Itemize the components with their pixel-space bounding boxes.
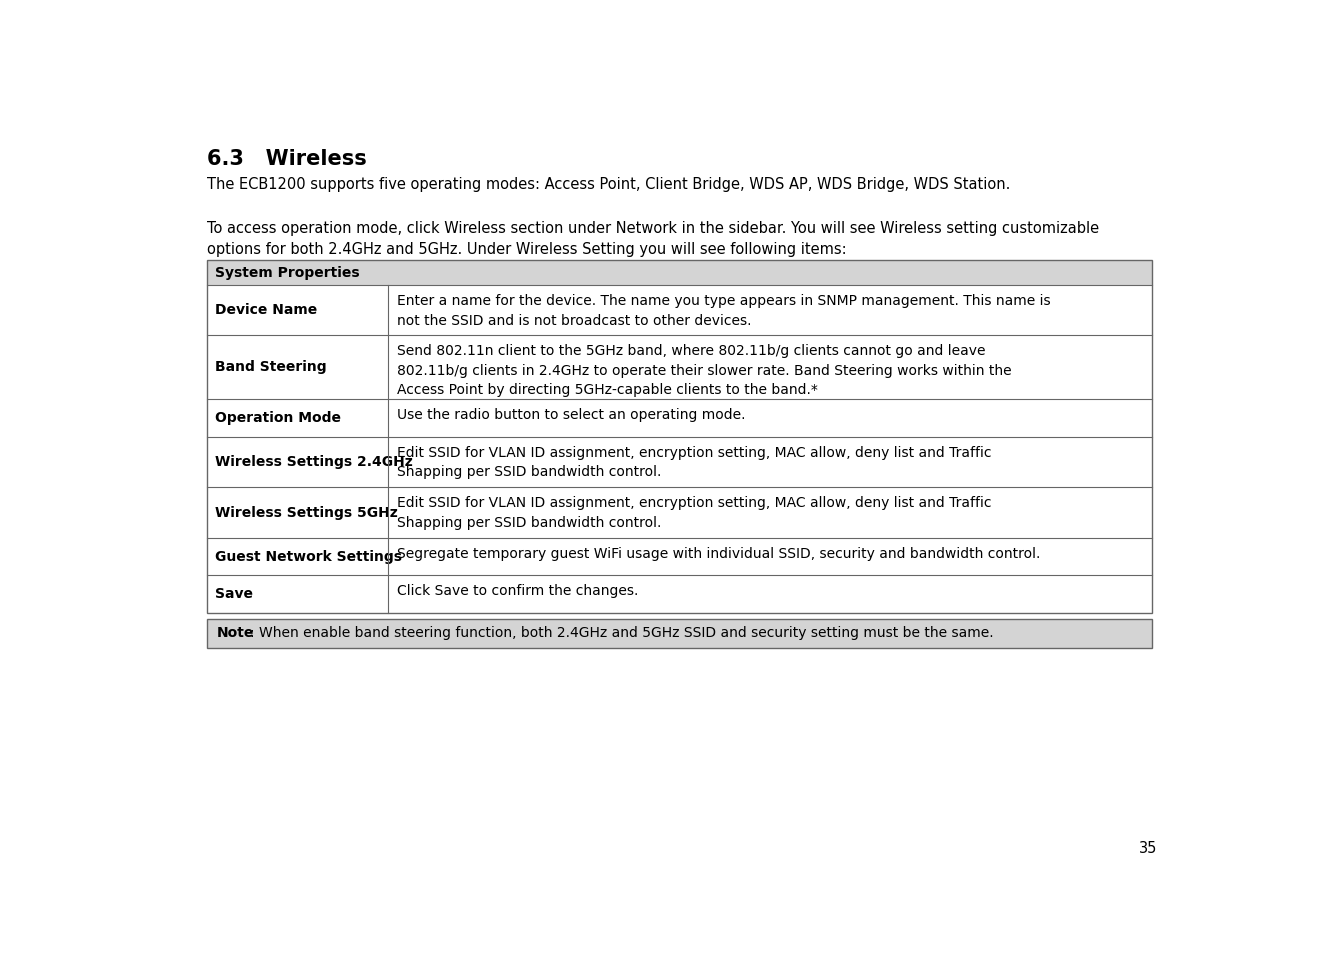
Text: 6.3   Wireless: 6.3 Wireless — [207, 149, 366, 169]
Text: Device Name: Device Name — [215, 303, 317, 318]
Bar — [207, 619, 1152, 648]
Text: options for both 2.4GHz and 5GHz. Under Wireless Setting you will see following : options for both 2.4GHz and 5GHz. Under … — [207, 242, 846, 257]
Text: Edit SSID for VLAN ID assignment, encryption setting, MAC allow, deny list and T: Edit SSID for VLAN ID assignment, encryp… — [396, 496, 991, 530]
Text: Edit SSID for VLAN ID assignment, encryption setting, MAC allow, deny list and T: Edit SSID for VLAN ID assignment, encryp… — [396, 446, 991, 480]
Text: Use the radio button to select an operating mode.: Use the radio button to select an operat… — [396, 408, 745, 422]
Text: Click Save to confirm the changes.: Click Save to confirm the changes. — [396, 584, 638, 598]
Text: Wireless Settings 2.4GHz: Wireless Settings 2.4GHz — [215, 455, 412, 469]
Bar — [207, 260, 1152, 285]
Text: Guest Network Settings: Guest Network Settings — [215, 550, 402, 564]
Text: Send 802.11n client to the 5GHz band, where 802.11b/g clients cannot go and leav: Send 802.11n client to the 5GHz band, wh… — [396, 345, 1012, 398]
Text: Band Steering: Band Steering — [215, 361, 326, 374]
Text: : When enable band steering function, both 2.4GHz and 5GHz SSID and security set: : When enable band steering function, bo… — [251, 626, 993, 640]
Text: To access operation mode, click Wireless section under Network in the sidebar. Y: To access operation mode, click Wireless… — [207, 221, 1099, 236]
Text: Enter a name for the device. The name you type appears in SNMP management. This : Enter a name for the device. The name yo… — [396, 294, 1050, 327]
Text: Segregate temporary guest WiFi usage with individual SSID, security and bandwidt: Segregate temporary guest WiFi usage wit… — [396, 547, 1040, 561]
Text: Operation Mode: Operation Mode — [215, 411, 341, 425]
Text: The ECB1200 supports five operating modes: Access Point, Client Bridge, WDS AP, : The ECB1200 supports five operating mode… — [207, 178, 1010, 192]
Bar — [207, 260, 1152, 613]
Text: 35: 35 — [1139, 841, 1158, 856]
Text: Note: Note — [217, 626, 255, 640]
Text: Save: Save — [215, 587, 253, 601]
Text: System Properties: System Properties — [215, 266, 359, 279]
Text: Wireless Settings 5GHz: Wireless Settings 5GHz — [215, 505, 398, 520]
